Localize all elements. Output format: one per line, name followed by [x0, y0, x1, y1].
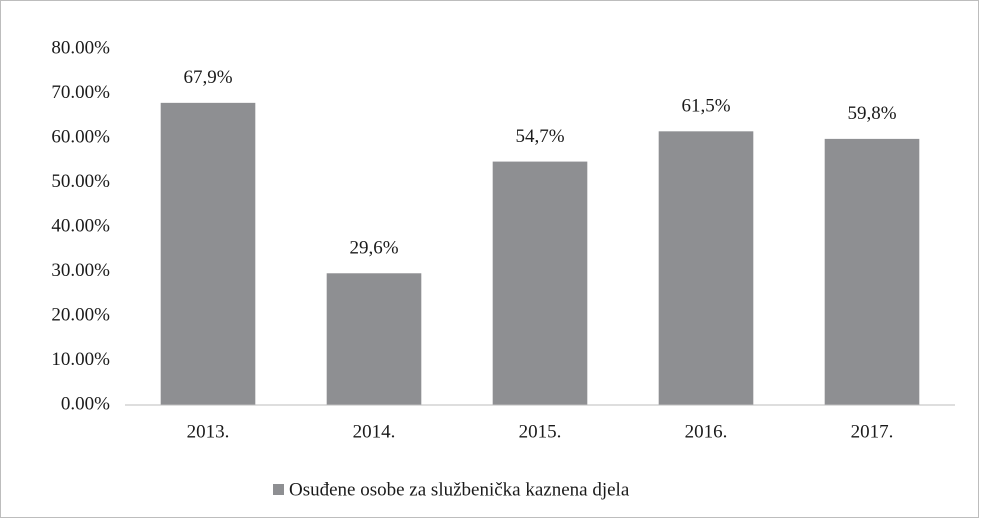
data-label: 67,9%: [183, 67, 232, 88]
x-tick-label: 2016.: [685, 421, 728, 442]
y-tick-label: 30.00%: [51, 260, 110, 281]
legend-swatch: [273, 484, 284, 495]
bar: [326, 273, 422, 405]
data-label: 61,5%: [681, 96, 730, 117]
y-tick-label: 50.00%: [51, 171, 110, 192]
data-label: 54,7%: [515, 126, 564, 147]
y-tick-label: 20.00%: [51, 304, 110, 325]
x-tick-label: 2017.: [851, 421, 894, 442]
y-tick-label: 40.00%: [51, 215, 110, 236]
bar: [824, 138, 920, 405]
y-tick-label: 70.00%: [51, 82, 110, 103]
legend-label: Osuđene osobe za službenička kaznena dje…: [289, 479, 630, 500]
y-tick-label: 80.00%: [51, 37, 110, 58]
bar: [160, 102, 256, 405]
y-tick-label: 0.00%: [61, 393, 110, 414]
bar: [492, 161, 588, 405]
x-tick-label: 2013.: [187, 421, 230, 442]
y-tick-label: 10.00%: [51, 349, 110, 370]
data-label: 59,8%: [847, 103, 896, 124]
bar: [658, 131, 754, 405]
x-tick-label: 2014.: [353, 421, 396, 442]
y-tick-label: 60.00%: [51, 126, 110, 147]
x-tick-label: 2015.: [519, 421, 562, 442]
data-label: 29,6%: [349, 238, 398, 259]
